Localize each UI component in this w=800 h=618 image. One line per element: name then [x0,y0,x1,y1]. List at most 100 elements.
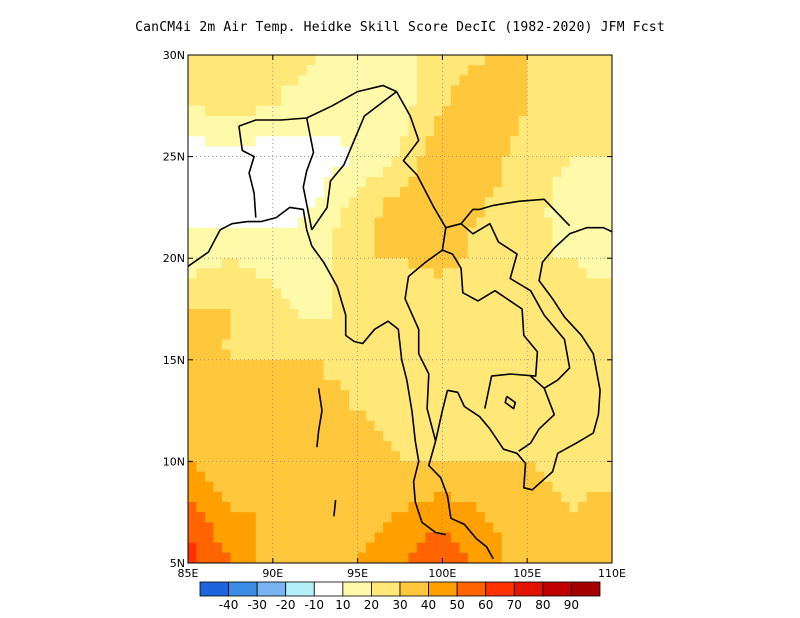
field-cell [510,136,520,148]
field-cell [255,288,265,300]
field-cell [467,339,477,351]
field-cell [298,278,308,290]
field-cell [315,410,325,422]
field-cell [332,298,342,310]
coastline [428,390,494,560]
field-cell [476,126,486,137]
field-cell [527,258,537,269]
field-cell [459,420,469,432]
field-cell [230,268,240,280]
field-cell [349,522,359,534]
field-cell [450,298,460,310]
field-cell [416,461,427,473]
field-cell [569,390,579,402]
field-cell [366,156,376,168]
field-cell [569,491,579,503]
field-cell [425,95,435,107]
field-cell [467,278,477,290]
field-cell [272,217,282,229]
field-cell [238,400,248,412]
field-cell [501,400,511,412]
field-cell [535,400,545,412]
field-cell [272,187,282,198]
field-cell [357,95,367,107]
field-cell [493,197,503,208]
field-cell [196,115,206,127]
field-cell [255,156,265,168]
field-cell [459,146,469,158]
field-cell [264,461,274,473]
field-cell [230,136,240,148]
field-cell [264,95,274,107]
field-cell [255,329,265,341]
field-cell [383,268,393,280]
field-cell [578,197,588,208]
field-cell [289,369,299,381]
field-cell [357,298,367,310]
field-cell [196,105,206,117]
field-cell [518,451,528,462]
field-cell [264,227,274,239]
field-cell [306,410,316,422]
field-cell [340,258,350,269]
field-cell [366,227,376,239]
field-cell [561,430,571,442]
field-cell [238,156,248,168]
field-cell [289,329,299,341]
field-cell [204,502,215,513]
field-cell [501,85,511,97]
field-cell [247,197,257,208]
field-cell [493,187,503,198]
field-cell [450,288,460,300]
field-cell [603,126,612,137]
field-cell [400,319,410,330]
field-cell [552,420,562,432]
field-cell [332,339,342,351]
field-cell [349,369,359,381]
field-cell [569,319,579,330]
field-cell [298,298,308,310]
field-cell [391,319,401,330]
field-cell [374,471,384,483]
field-cell [255,278,265,290]
field-cell [493,85,503,97]
field-cell [374,146,384,158]
field-cell [306,278,316,290]
field-cell [578,217,588,229]
field-cell [315,95,325,107]
field-cell [476,197,486,208]
field-cell [383,491,393,503]
field-cell [578,400,588,412]
field-cell [230,278,240,290]
field-cell [433,227,443,239]
field-cell [595,207,605,219]
field-cell [272,126,282,137]
field-cell [416,329,427,341]
field-cell [391,176,401,188]
field-cell [366,542,376,554]
field-cell [374,491,384,503]
field-cell [450,278,460,290]
field-cell [476,105,486,117]
field-cell [383,502,393,513]
field-cell [510,542,520,554]
field-cell [493,55,503,66]
field-cell [238,471,248,483]
field-cell [442,329,452,341]
field-cell [586,146,596,158]
field-cell [188,288,198,300]
field-cell [383,227,393,239]
field-cell [289,197,299,208]
field-cell [561,176,571,188]
field-cell [383,288,393,300]
field-cell [264,420,274,432]
field-cell [374,207,384,219]
field-cell [213,237,223,249]
field-cell [416,420,427,432]
field-cell [433,278,443,290]
field-cell [306,288,316,300]
field-cell [332,115,342,127]
field-cell [264,359,274,371]
field-cell [230,166,240,178]
field-cell [238,207,248,219]
